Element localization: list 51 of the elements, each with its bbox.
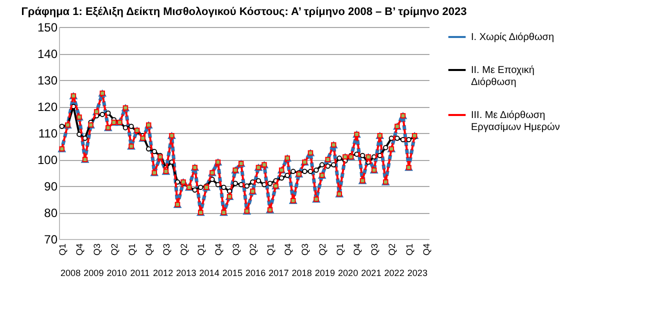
y-tick-label: 110: [38, 126, 58, 140]
x-tick-label: Q4: [213, 244, 224, 256]
y-tick-label: 70: [44, 232, 58, 246]
text: 2020: [338, 268, 358, 278]
text: 2011: [130, 268, 150, 278]
x-tick-label: Q4: [74, 244, 85, 256]
text: 2010: [106, 268, 127, 278]
x-tick-label: Q1: [126, 244, 137, 256]
x-tick-label: Q3: [230, 244, 241, 256]
x-tick-label: Q1: [404, 244, 414, 256]
text: 2012: [153, 268, 174, 278]
text: 2017: [268, 268, 289, 278]
text: 2016: [246, 268, 266, 278]
y-tick-label: 130: [37, 74, 58, 88]
x-tick-label: Q2: [386, 244, 397, 256]
text: 2013: [176, 268, 196, 278]
x-tick-label: Q2: [109, 244, 120, 256]
x-tick-label: Q2: [248, 244, 258, 256]
x-tick-label: Q4: [352, 244, 362, 256]
text: 2023: [407, 268, 428, 278]
text: 2008: [60, 268, 81, 278]
y-tick-label: 100: [37, 153, 58, 167]
y-tick-label: 120: [37, 100, 58, 114]
x-tick-label: Q3: [161, 244, 172, 256]
legend-label: II. Με Εποχική Διόρθωση: [471, 65, 534, 88]
x-tick-label: Q3: [300, 244, 310, 256]
x-tick-label: Q4: [282, 244, 293, 256]
y-tick-label: 150: [37, 20, 58, 34]
x-tick-label: Q2: [318, 244, 328, 256]
text: 2022: [384, 268, 404, 278]
y-tick-label: 80: [44, 206, 58, 220]
text: 2019: [314, 268, 335, 278]
text: 2018: [292, 268, 312, 278]
x-tick-label: Q4: [144, 244, 154, 256]
text: 2014: [199, 268, 220, 278]
x-tick-label: Q4: [422, 244, 432, 256]
x-tick-label: Q3: [370, 244, 380, 256]
legend-label: I. Χωρίς Διόρθωση: [471, 32, 554, 43]
text: 2015: [222, 268, 242, 278]
text: 2021: [361, 268, 382, 278]
legend-label: III. Με Διόρθωση Εργασίμων Ημερών: [471, 110, 560, 133]
y-tick-label: 90: [44, 180, 58, 194]
x-tick-label: Q1: [196, 244, 206, 256]
x-tick-label: Q1: [334, 244, 345, 256]
y-tick-label: 140: [37, 47, 58, 61]
text: 2009: [84, 268, 104, 278]
x-tick-label: Q1: [57, 244, 68, 256]
x-tick-label: Q3: [92, 244, 102, 256]
chart-title: Γράφημα 1: Εξέλιξη Δείκτη Μισθολογικού Κόστους: Α’ τρίμηνο 2008 – Β’ τρίμηνο 2023: [21, 6, 467, 18]
x-tick-label: Q2: [178, 244, 189, 256]
x-tick-label: Q1: [266, 244, 276, 256]
